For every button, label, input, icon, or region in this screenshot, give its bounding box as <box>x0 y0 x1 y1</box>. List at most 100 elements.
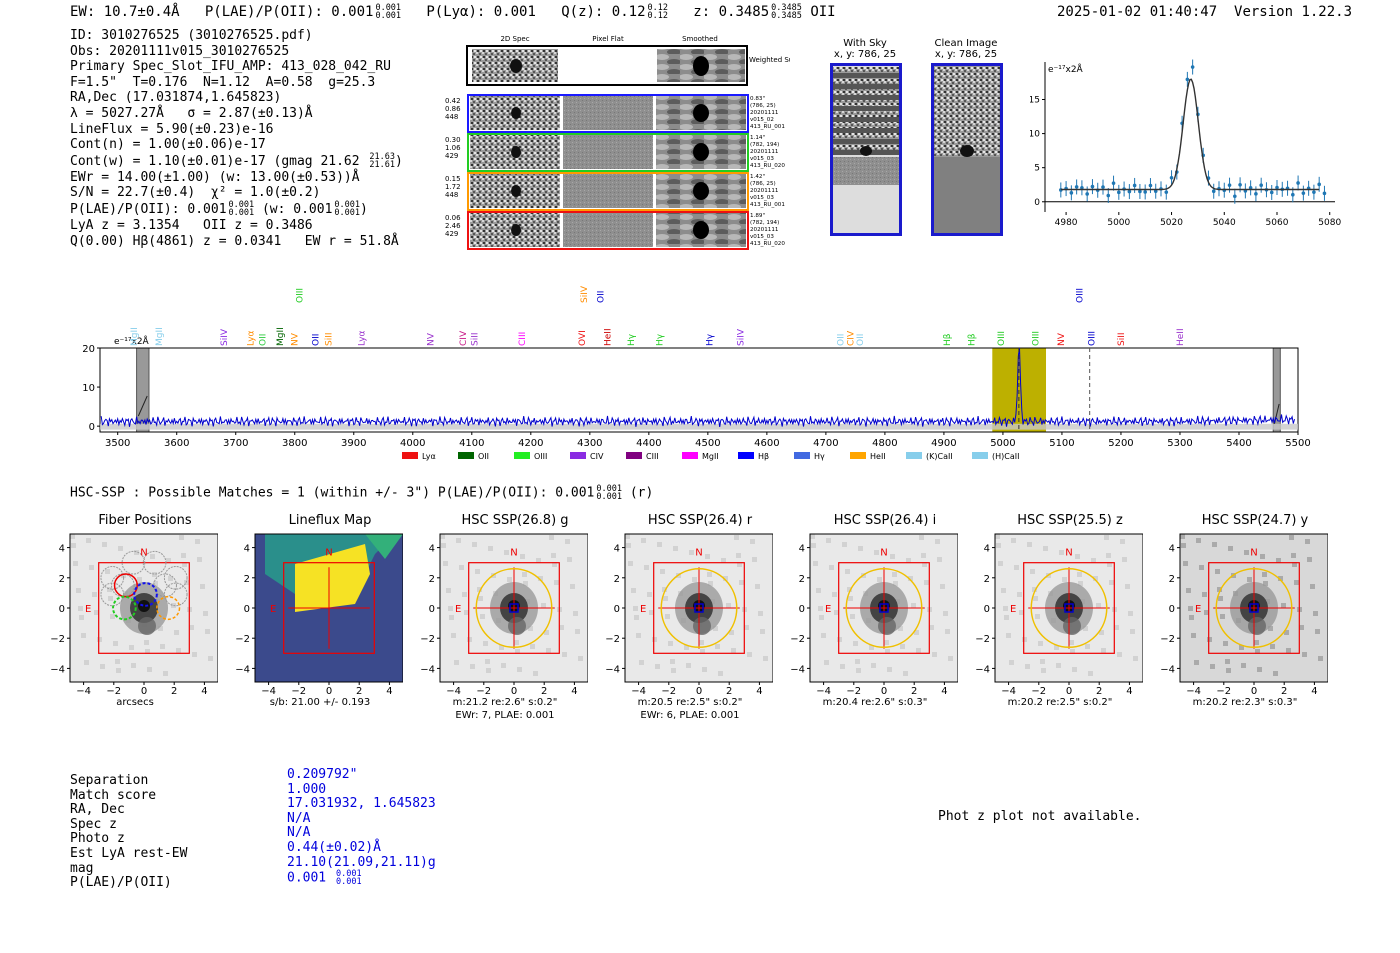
linefit-point <box>1074 185 1079 189</box>
legend-label: HeII <box>870 452 886 461</box>
linefit-point <box>1233 194 1237 199</box>
cutout-row-meta: 413_RU_020 <box>750 241 785 247</box>
spectrum-xtick: 4400 <box>636 438 661 449</box>
cutout-row-meta: 20201111 <box>750 188 779 194</box>
hsc-xtick: 4 <box>1311 686 1318 697</box>
hsc-caption: m:20.2 re:2.5" s:0.2" <box>1007 697 1113 708</box>
hsc-ytick: 2 <box>799 574 805 585</box>
hsc-xtick: 0 <box>695 686 703 697</box>
hsc-xtick: 0 <box>325 686 333 697</box>
info-contw: Cont(w) = 1.10(±0.01)e-17 (gmag 21.62 21… <box>70 152 403 171</box>
spectrum-line-label: CIV <box>459 330 469 346</box>
hsc-panel-title: HSC SSP(26.4) i <box>833 513 937 528</box>
hsc-ytick: 0 <box>59 604 65 615</box>
spectrum-line-label: MgII <box>276 327 286 346</box>
north-label: N <box>880 548 887 559</box>
header-ew: EW: 10.7±0.4Å <box>70 4 180 20</box>
hsc-panel-image: N E 4 2 0 −2 −4 <box>235 533 403 685</box>
clean-image-title: Clean Image x, y: 786, 25 <box>934 38 998 60</box>
hsc-ytick: 2 <box>59 574 65 585</box>
spectrum-xtick: 3500 <box>105 438 130 449</box>
linefit-point <box>1111 181 1116 185</box>
hsc-ytick: 0 <box>244 604 250 615</box>
header-z: z: 0.3485 <box>693 4 770 20</box>
linefit-xtick: 4980 <box>1055 218 1078 228</box>
cutout-row-stat: 0.86 <box>445 105 461 113</box>
hsc-xtick: 4 <box>571 686 578 697</box>
linefit-point <box>1275 185 1279 190</box>
cutout-row-stat: 429 <box>445 152 458 160</box>
hsc-xtick: 2 <box>171 686 178 697</box>
hsc-panel-image: N E 4 2 0 −2 −4 <box>790 533 958 685</box>
hsc-panel-title: HSC SSP(26.8) g <box>461 513 569 528</box>
hsc-ytick: 0 <box>984 604 990 615</box>
linefit-point <box>1085 192 1089 196</box>
cutout-row-meta: 413_RU_001 <box>750 202 785 208</box>
spectrum-line-label: Lyα <box>357 330 367 346</box>
hsc-xtick: 0 <box>510 686 518 697</box>
spectrum-line-label: OII <box>856 334 866 346</box>
hsc-xticks: −4 −2 0 2 4 <box>418 686 588 700</box>
east-label: E <box>270 604 276 615</box>
cutout-row-meta: 1.14" <box>750 135 765 141</box>
match-value: 17.031932, 1.645823 <box>287 796 436 812</box>
cutout-row-stat: 0.30 <box>445 136 461 144</box>
spectrum-xtick: 4600 <box>754 438 779 449</box>
hsc-panel-title: HSC SSP(26.4) r <box>647 513 753 528</box>
hsc-caption: m:20.2 re:2.3" s:0.3" <box>1192 697 1298 708</box>
info-lya: LyA z = 3.1354 OII z = 0.3486 <box>70 217 313 233</box>
east-label: E <box>825 604 831 615</box>
linefit-ytick: 15 <box>1030 96 1040 106</box>
hsc-xtick: −4 <box>1186 686 1201 697</box>
spectrum-xtick: 3900 <box>341 438 366 449</box>
linefit-point <box>1106 193 1111 198</box>
full-spectrum: 3500 3600 3700 3800 3900 4000 4100 4200 4300 4400… <box>82 285 1310 461</box>
hsc-xtick: 0 <box>140 686 148 697</box>
hsc-xtick: −4 <box>261 686 276 697</box>
linefit-point <box>1291 192 1295 197</box>
hsc-ytick: 0 <box>1169 604 1175 615</box>
spectrum-line-label: CIV <box>847 330 857 346</box>
hsc-xtick: −2 <box>476 686 492 697</box>
linefit-ytick: 10 <box>1030 130 1040 140</box>
match-label: Spec z <box>70 816 117 832</box>
spectrum-line-label: HeII <box>1176 328 1186 346</box>
spectrum-line-label: SiII <box>324 332 334 346</box>
hsc-xtick: 2 <box>911 686 918 697</box>
hsc-ytick: 4 <box>799 544 805 555</box>
header-plae: P(LAE)/P(OII): 0.001 <box>204 4 374 20</box>
spectrum-line-label: OII <box>258 334 268 346</box>
linefit-point <box>1148 183 1153 188</box>
spectrum-line-label-upper: SiIV <box>580 285 590 303</box>
hsc-title: HSC-SSP : Possible Matches = 1 (within +… <box>70 484 654 502</box>
cutout-row-meta: v015_03 <box>750 234 774 240</box>
hsc-caption-2: EWr: 6, PLAE: 0.001 <box>640 710 740 721</box>
cutout-row-meta: 1.89" <box>750 213 765 219</box>
spectrum-line-label: OIII <box>1031 331 1041 346</box>
clean-image <box>931 63 1003 236</box>
legend-label: Hβ <box>758 452 769 461</box>
spectrum-trace <box>100 347 1295 428</box>
east-label: E <box>1195 604 1201 615</box>
hsc-ytick: −4 <box>1160 664 1175 675</box>
match-value: 0.209792" <box>287 767 358 782</box>
info-plae: P(LAE)/P(OII): 0.001 0.001 0.001 (w: 0.001… <box>70 200 368 219</box>
hsc-xtick: −2 <box>661 686 677 697</box>
linefit-point <box>1127 189 1132 194</box>
match-value: 0.44(±0.02)Å <box>287 839 381 855</box>
info-contn: Cont(n) = 1.00(±0.06)e-17 <box>70 137 266 153</box>
legend-label: OIII <box>534 452 547 461</box>
spectrum-line-label: Hγ <box>627 333 637 346</box>
header-z-line: OII <box>810 4 836 20</box>
hsc-panel-title: Lineflux Map <box>288 513 372 528</box>
match-label: RA, Dec <box>70 802 125 818</box>
info-lineflux: LineFlux = 5.90(±0.23)e-16 <box>70 121 274 137</box>
linefit-ytick: 0 <box>1034 198 1040 208</box>
spectrum-line-label: MgII <box>130 327 140 346</box>
north-label: N <box>695 548 702 559</box>
hsc-xticks: −4 −2 0 2 4 <box>603 686 773 700</box>
match-label: Separation <box>70 773 149 788</box>
hsc-xtick: −2 <box>846 686 862 697</box>
linefit-xtick: 5000 <box>1107 218 1130 228</box>
